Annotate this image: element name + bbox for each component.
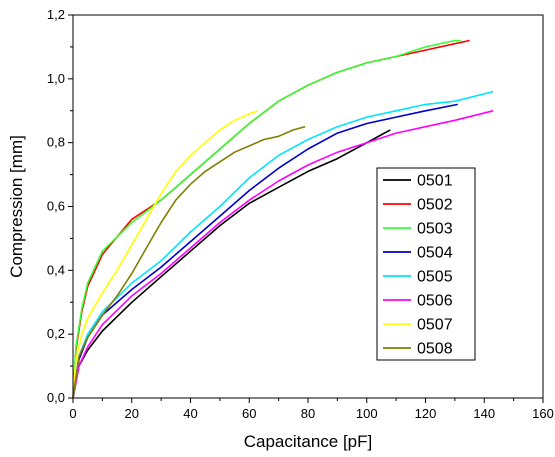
y-tick-label: 0,4 (47, 262, 65, 277)
x-tick-label: 0 (69, 406, 76, 421)
series-line-0505 (72, 90, 494, 399)
x-tick-label: 160 (532, 406, 554, 421)
y-tick-label: 0,0 (47, 390, 65, 405)
legend-label-0503: 0503 (417, 221, 453, 238)
x-tick-label: 120 (415, 406, 437, 421)
y-axis-title: Compression [mm] (7, 135, 26, 278)
y-tick-label: 1,2 (47, 7, 65, 22)
series-line-0508 (72, 125, 306, 399)
series-layer (72, 39, 494, 399)
x-tick-label: 80 (301, 406, 315, 421)
x-axis-title: Capacitance [pF] (244, 432, 373, 451)
series-line-0506 (72, 110, 494, 399)
y-tick-label: 0,8 (47, 135, 65, 150)
y-tick-label: 1,0 (47, 71, 65, 86)
series-line-0507 (72, 110, 259, 399)
x-tick-label: 60 (242, 406, 256, 421)
legend-box (376, 167, 476, 361)
y-tick-label: 0,2 (47, 326, 65, 341)
series-line-0501 (72, 129, 391, 399)
legend-label-0507: 0507 (417, 317, 453, 334)
series-line-0503 (72, 39, 461, 399)
legend-label-0502: 0502 (417, 197, 453, 214)
x-tick-label: 140 (473, 406, 495, 421)
legend-label-0501: 0501 (417, 173, 453, 190)
y-tick-label: 0,6 (47, 199, 65, 214)
legend-label-0504: 0504 (417, 245, 453, 262)
legend-label-0506: 0506 (417, 293, 453, 310)
x-tick-label: 40 (183, 406, 197, 421)
legend: 0501 0502 0503 0504 0505 0506 0507 0508 (376, 167, 476, 361)
legend-label-0505: 0505 (417, 269, 453, 286)
legend-label-0508: 0508 (417, 341, 453, 358)
x-tick-label: 20 (125, 406, 139, 421)
x-tick-label: 100 (356, 406, 378, 421)
ticks-layer: 0 20 40 60 80 100 120 140 160 0,0 0,2 0,4 0,6 0,8 1,0 1… (47, 7, 554, 421)
